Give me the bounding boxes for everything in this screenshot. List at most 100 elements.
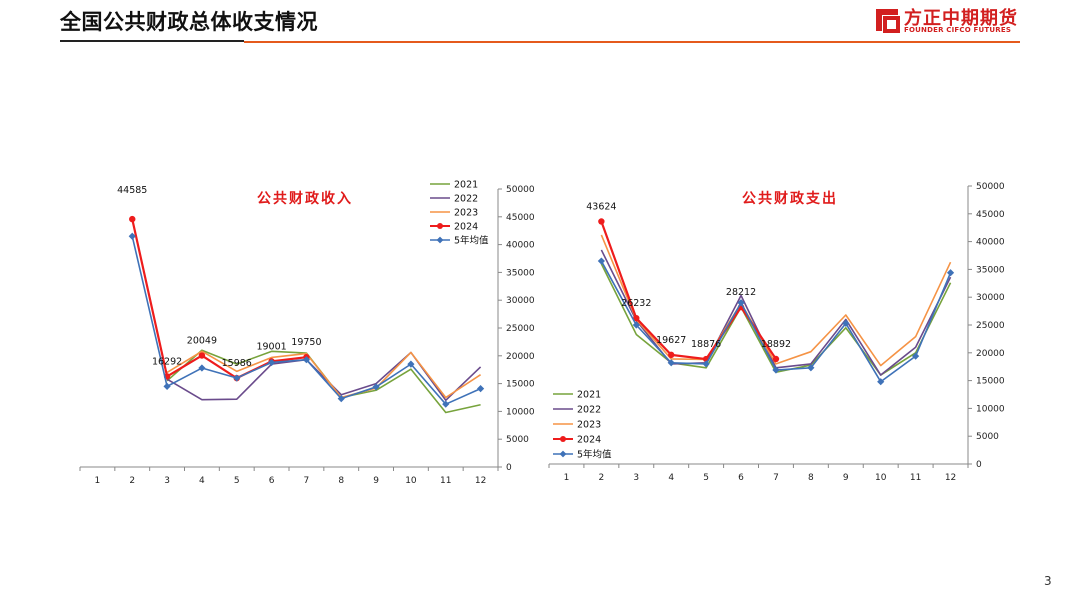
x-tick-label: 10 <box>405 476 417 486</box>
x-tick-label: 7 <box>304 476 310 486</box>
legend-label: 5年均值 <box>577 449 612 461</box>
y-tick-label: 50000 <box>506 185 535 195</box>
data-point-5年均值 <box>702 360 710 368</box>
legend-label: 2024 <box>454 222 478 233</box>
x-tick-label: 4 <box>199 476 205 486</box>
y-tick-label: 40000 <box>976 238 1005 248</box>
y-tick-label: 50000 <box>976 182 1005 192</box>
x-tick-label: 5 <box>234 476 240 486</box>
x-tick-label: 7 <box>773 473 779 483</box>
logo-mark-icon <box>876 9 900 33</box>
data-label: 16292 <box>152 356 182 367</box>
x-tick-label: 6 <box>738 473 744 483</box>
y-tick-label: 10000 <box>506 407 535 417</box>
data-point-2024 <box>129 215 136 223</box>
x-tick-label: 10 <box>875 473 887 483</box>
series-line-2022 <box>166 351 482 402</box>
data-point-2024 <box>772 355 780 363</box>
data-point-5年均值 <box>807 364 815 372</box>
x-tick-label: 1 <box>95 476 101 486</box>
data-label: 19750 <box>291 337 321 348</box>
y-tick-label: 5000 <box>976 432 999 442</box>
series-line-2024 <box>600 221 777 361</box>
y-tick-label: 15000 <box>976 377 1005 387</box>
data-point-5年均值 <box>337 395 345 403</box>
data-label: 43624 <box>586 201 616 212</box>
y-tick-label: 10000 <box>976 404 1005 414</box>
data-label: 18876 <box>691 339 721 350</box>
data-label: 15986 <box>222 358 252 369</box>
data-label: 26232 <box>621 298 651 309</box>
logo-chinese-text: 方正中期期货 <box>904 8 1018 29</box>
page-number: 3 <box>1044 574 1052 588</box>
legend-label: 5年均值 <box>454 235 489 247</box>
data-point-5年均值 <box>877 378 885 386</box>
data-point-2024 <box>198 352 206 359</box>
legend-label: 2022 <box>577 405 601 416</box>
y-tick-label: 30000 <box>976 293 1005 303</box>
page-title: 全国公共财政总体收支情况 <box>60 10 318 34</box>
data-point-2024 <box>598 218 605 225</box>
data-label: 20049 <box>187 336 217 347</box>
data-label: 18892 <box>761 339 791 350</box>
series-line-2023 <box>166 350 482 399</box>
x-tick-label: 3 <box>164 476 170 486</box>
legend-label: 2022 <box>454 194 478 205</box>
x-tick-label: 11 <box>910 473 921 483</box>
title-underline <box>60 40 244 42</box>
x-tick-label: 2 <box>599 473 605 483</box>
data-point-5年均值 <box>632 321 640 329</box>
x-tick-label: 4 <box>668 473 674 483</box>
data-point-5年均值 <box>597 257 605 265</box>
x-tick-label: 2 <box>129 476 135 486</box>
y-tick-label: 40000 <box>506 241 535 251</box>
data-point-5年均值 <box>912 352 920 360</box>
x-tick-label: 9 <box>373 476 379 486</box>
y-tick-label: 35000 <box>506 268 535 278</box>
y-tick-label: 30000 <box>506 296 535 306</box>
data-point-5年均值 <box>128 232 136 240</box>
data-point-5年均值 <box>842 319 850 327</box>
company-logo: 方正中期期货 FOUNDER CIFCO FUTURES <box>874 4 1024 38</box>
x-tick-label: 11 <box>440 476 451 486</box>
data-point-5年均值 <box>163 382 171 390</box>
y-tick-label: 35000 <box>976 265 1005 275</box>
legend-label: 2021 <box>454 180 478 191</box>
y-tick-label: 25000 <box>976 321 1005 331</box>
legend-label: 2024 <box>577 435 601 446</box>
header-divider <box>244 41 1020 43</box>
legend-marker-5年均值 <box>559 450 567 458</box>
logo-english-text: FOUNDER CIFCO FUTURES <box>904 26 1012 34</box>
y-tick-label: 25000 <box>506 324 535 334</box>
data-point-5年均值 <box>442 400 450 408</box>
series-line-2023 <box>600 234 952 367</box>
series-line-2024 <box>131 218 307 380</box>
chart-title: 公共财政支出 <box>742 190 838 207</box>
y-tick-label: 5000 <box>506 435 529 445</box>
data-label: 28212 <box>726 287 756 298</box>
x-tick-label: 5 <box>703 473 709 483</box>
x-tick-label: 9 <box>843 473 849 483</box>
y-tick-label: 45000 <box>506 213 535 223</box>
legend-label: 2023 <box>577 420 601 431</box>
x-tick-label: 1 <box>564 473 570 483</box>
legend-label: 2023 <box>454 208 478 219</box>
data-point-2024 <box>668 351 675 359</box>
data-point-2024 <box>633 314 640 322</box>
chart-title: 公共财政收入 <box>257 190 353 207</box>
x-tick-label: 8 <box>808 473 814 483</box>
legend-marker-2024 <box>437 223 443 229</box>
y-tick-label: 20000 <box>506 352 535 362</box>
y-tick-label: 45000 <box>976 210 1005 220</box>
y-tick-label: 0 <box>506 463 512 473</box>
data-point-5年均值 <box>476 385 485 393</box>
legend-marker-2024 <box>560 436 566 442</box>
data-point-5年均值 <box>946 269 955 277</box>
x-tick-label: 6 <box>269 476 275 486</box>
x-tick-label: 8 <box>338 476 344 486</box>
data-label: 44585 <box>117 185 147 196</box>
data-label: 19001 <box>256 341 286 352</box>
legend-marker-5年均值 <box>436 236 444 244</box>
data-label: 19627 <box>656 335 686 346</box>
x-tick-label: 12 <box>945 473 956 483</box>
